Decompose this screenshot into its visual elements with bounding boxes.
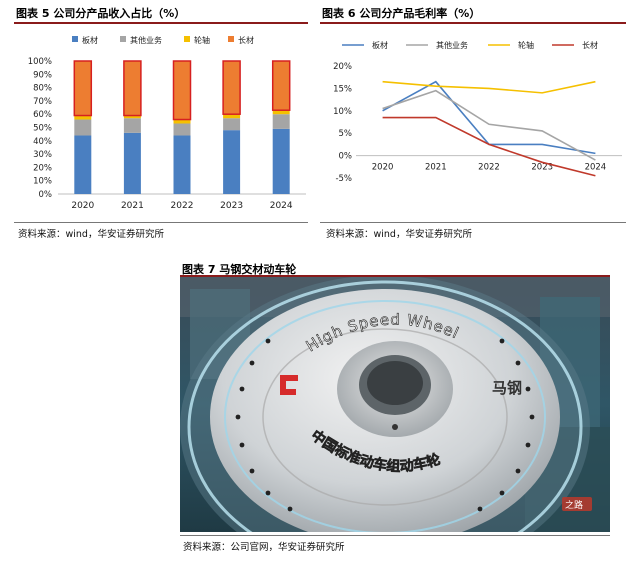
- bar-segment: [223, 118, 241, 131]
- bar-segment: [272, 128, 290, 194]
- fig6-title: 图表 6 公司分产品毛利率（%）: [322, 7, 481, 20]
- y-tick-label: 50%: [33, 124, 52, 134]
- x-tick-label: 2023: [220, 201, 243, 211]
- legend-label: 长材: [238, 35, 254, 45]
- fig6-source: 资料来源：wind，华安证券研究所: [326, 229, 472, 240]
- x-tick-label: 2022: [478, 163, 500, 173]
- x-tick-label: 2020: [71, 201, 94, 211]
- bar-segment: [172, 60, 192, 121]
- y-tick-label: 10%: [33, 177, 52, 187]
- bar-segment: [222, 60, 241, 115]
- legend-swatch: [72, 36, 78, 42]
- bar-segment: [173, 123, 191, 136]
- legend-label: 其他业务: [130, 35, 162, 45]
- y-tick-label: 90%: [33, 70, 52, 80]
- x-tick-label: 2021: [121, 201, 144, 211]
- bar-segment: [223, 114, 241, 119]
- bar-segment: [123, 115, 141, 119]
- bar-segment: [173, 135, 191, 194]
- x-tick-label: 2024: [270, 201, 293, 211]
- y-tick-label: 30%: [33, 150, 52, 160]
- y-tick-label: 60%: [33, 110, 52, 120]
- wheel-photo-graphic: 马钢 High Speed Wheel 中国标准动车组动车轮 之路: [180, 277, 610, 532]
- bar-segment: [223, 130, 241, 194]
- fig6-line-chart: 板材 其他业务 轮轴 长材 -5% 0% 5% 10% 15% 20% 2020 2021 2022 20…: [333, 40, 622, 184]
- wheel-brand-text: 马钢: [492, 379, 522, 397]
- y-tick-label: 40%: [33, 137, 52, 147]
- wheel-photo: 马钢 High Speed Wheel 中国标准动车组动车轮 之路: [180, 277, 610, 532]
- y-tick-label: 0%: [39, 190, 53, 200]
- y-tick-label: 15%: [333, 84, 352, 94]
- legend-label: 轮轴: [194, 35, 210, 45]
- fig7-source-rule: [180, 535, 610, 536]
- legend-label: 长材: [582, 40, 598, 50]
- bar-segment: [173, 119, 191, 124]
- fig7-source: 资料来源：公司官网，华安证券研究所: [183, 542, 345, 553]
- fig5-stacked-bar-chart: 板材 其他业务 轮轴 长材 0% 10% 20% 30% 40% 50% 60% 70% 80% 90% 1…: [28, 35, 306, 211]
- legend-label: 其他业务: [436, 40, 468, 50]
- fig5-source-rule: [14, 222, 308, 223]
- legend-swatch: [120, 36, 126, 42]
- bar-segment: [272, 114, 290, 129]
- series-line: [382, 80, 596, 94]
- legend-label: 板材: [372, 40, 388, 50]
- y-tick-label: 80%: [33, 84, 52, 94]
- legend-label: 轮轴: [518, 40, 534, 50]
- legend-swatch: [228, 36, 234, 42]
- bar-segment: [272, 110, 290, 115]
- fig6-title-rule: [320, 22, 626, 24]
- x-tick-label: 2022: [171, 201, 194, 211]
- legend-label: 板材: [82, 35, 98, 45]
- x-tick-label: 2021: [425, 163, 447, 173]
- bar-segment: [271, 60, 291, 111]
- x-tick-label: 2024: [585, 163, 607, 173]
- bar-segment: [123, 118, 141, 133]
- fig6-source-rule: [320, 222, 626, 223]
- fig7-title-rule: [180, 275, 610, 277]
- fig5-title: 图表 5 公司分产品收入占比（%）: [16, 7, 186, 20]
- series-line: [382, 116, 596, 177]
- watermark-text: 之路: [565, 499, 583, 511]
- y-tick-label: 0%: [339, 152, 353, 162]
- x-tick-label: 2023: [531, 163, 553, 173]
- bar-segment: [74, 119, 92, 136]
- y-tick-label: 70%: [33, 97, 52, 107]
- bar-segment: [73, 60, 93, 117]
- fig5-title-rule: [14, 22, 308, 24]
- bar-segment: [123, 132, 141, 194]
- y-tick-label: 5%: [339, 129, 353, 139]
- y-tick-label: 100%: [28, 57, 52, 67]
- bar-segment: [74, 115, 92, 120]
- bar-segment: [74, 135, 92, 194]
- legend-swatch: [184, 36, 190, 42]
- y-tick-label: -5%: [335, 174, 352, 184]
- y-tick-label: 20%: [33, 163, 52, 173]
- fig7-title: 图表 7 马钢交材动车轮: [182, 263, 297, 276]
- y-tick-label: 20%: [333, 62, 352, 72]
- fig5-source: 资料来源：wind，华安证券研究所: [18, 229, 164, 240]
- series-line: [382, 89, 596, 161]
- x-tick-label: 2020: [372, 163, 394, 173]
- y-tick-label: 10%: [333, 107, 352, 117]
- bar-segment: [123, 60, 142, 117]
